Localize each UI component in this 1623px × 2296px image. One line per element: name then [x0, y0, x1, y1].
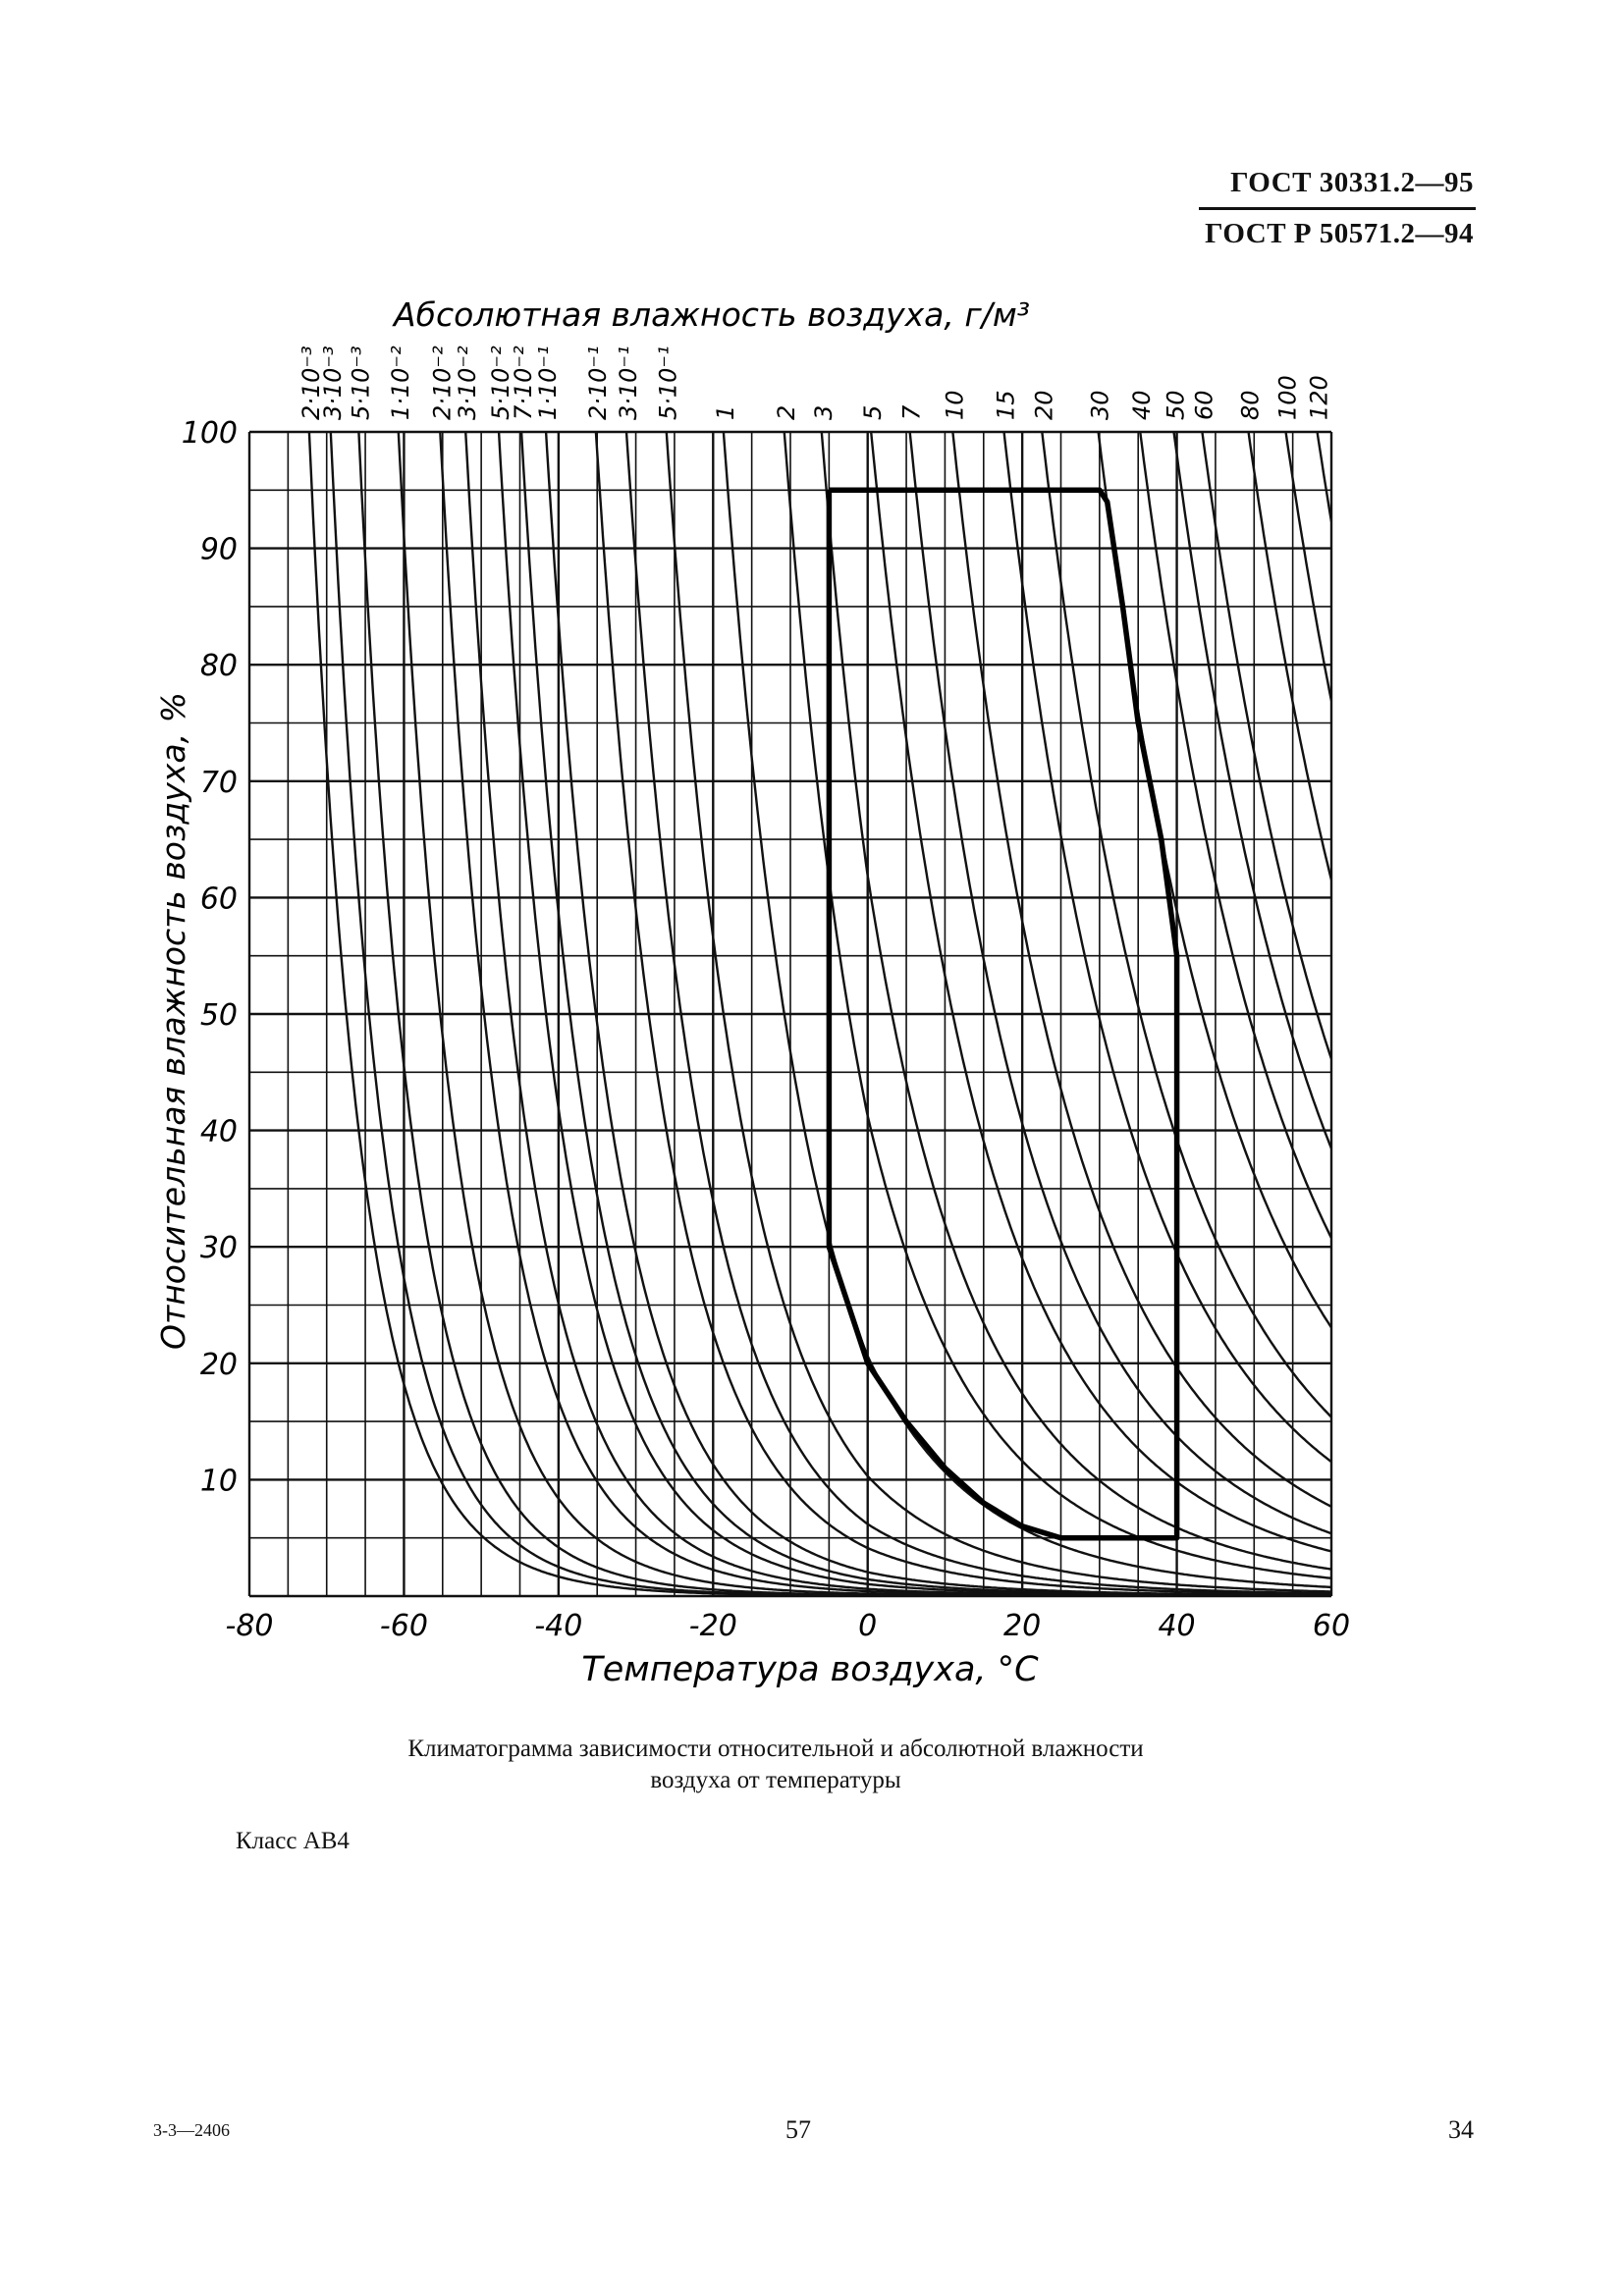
x-tick-label: 20: [1003, 1609, 1041, 1643]
humidity-curve: [951, 432, 1331, 1508]
y-tick-label: 30: [200, 1231, 238, 1265]
class-boundary-line: [826, 487, 1180, 1541]
header-rule: [1199, 207, 1476, 210]
y-tick-label: 50: [200, 998, 238, 1033]
absolute-humidity-label: 50: [1163, 390, 1190, 420]
humidity-curve: [1284, 432, 1331, 702]
caption-line-1: Климатограмма зависимости относительной …: [407, 1735, 1144, 1762]
absolute-humidity-label: 3·10⁻²: [454, 346, 481, 420]
humidity-curve: [594, 432, 1331, 1596]
absolute-humidity-label: 1·10⁻²: [387, 346, 414, 420]
humidity-curve: [722, 432, 1331, 1589]
chart-title: Абсолютная влажность воздуха, г/м³: [392, 295, 1030, 334]
absolute-humidity-label: 2: [773, 405, 800, 420]
humidity-curve: [908, 432, 1331, 1535]
gost-number-1: ГОСТ 30331.2—95: [1230, 167, 1474, 198]
humidity-curve: [820, 432, 1331, 1571]
absolute-humidity-label: 100: [1274, 375, 1302, 420]
absolute-humidity-label: 3·10⁻³: [319, 346, 347, 420]
humidity-curves: [307, 432, 1331, 1596]
y-tick-label: 70: [200, 766, 238, 800]
absolute-humidity-label: 3·10⁻¹: [615, 346, 642, 420]
y-tick-label: 90: [200, 533, 238, 567]
humidity-curve: [1002, 432, 1331, 1464]
footer-right-number: 34: [1448, 2115, 1474, 2144]
humidity-curve: [1041, 432, 1331, 1418]
axis-ticks: -80 -60 -40 -20 0 20 40 60 10 20 30 40 50 60 70 80 90 100: [182, 416, 1350, 1643]
absolute-humidity-label: 2·10⁻²: [428, 346, 456, 420]
x-tick-label: -80: [226, 1609, 274, 1643]
absolute-humidity-label: 5: [859, 405, 887, 420]
class-boundary: [826, 487, 1180, 1541]
absolute-humidity-label: 5·10⁻³: [347, 346, 374, 420]
humidity-curve: [1247, 432, 1331, 881]
y-tick-label: 10: [200, 1464, 238, 1498]
humidity-curve: [869, 432, 1331, 1553]
humidity-curve: [783, 432, 1331, 1579]
humidity-curve: [1139, 432, 1331, 1239]
humidity-curve: [1172, 432, 1331, 1149]
figure-caption: Климатограмма зависимости относительной …: [334, 1734, 1217, 1796]
chart-grid: [247, 430, 1333, 1598]
y-tick-label: 20: [200, 1348, 238, 1382]
absolute-humidity-label: 20: [1030, 390, 1057, 420]
absolute-humidity-labels: 2·10⁻³3·10⁻³ 5·10⁻³ 1·10⁻² 2·10⁻²3·10⁻² 5·10…: [298, 346, 1333, 420]
humidity-curve: [1316, 432, 1331, 522]
absolute-humidity-label: 15: [993, 390, 1020, 420]
humidity-curve: [1201, 432, 1331, 1060]
absolute-humidity-label: 2·10⁻³: [298, 346, 325, 420]
x-axis-label: Температура воздуха, °С: [581, 1650, 1039, 1689]
humidity-curve: [624, 432, 1331, 1595]
humidity-curve: [519, 432, 1331, 1596]
absolute-humidity-label: 120: [1306, 375, 1333, 420]
x-tick-label: 60: [1313, 1609, 1350, 1643]
absolute-humidity-label: 3: [810, 405, 838, 420]
climatogram-chart: -80 -60 -40 -20 0 20 40 60102030405060708090100…: [154, 295, 1350, 1689]
y-tick-label: 100: [182, 416, 238, 451]
caption-line-2: воздуха от температуры: [650, 1767, 901, 1793]
gost-number-2: ГОСТ Р 50571.2—94: [1205, 218, 1474, 249]
x-tick-label: 40: [1158, 1609, 1195, 1643]
absolute-humidity-label: 60: [1190, 390, 1217, 420]
absolute-humidity-label: 1: [712, 405, 739, 420]
absolute-humidity-label: 7·10⁻²: [510, 346, 537, 420]
footer-page-number: 57: [785, 2115, 811, 2144]
footer-left-code: 3-3—2406: [153, 2120, 230, 2140]
x-tick-label: 0: [858, 1609, 877, 1643]
absolute-humidity-label: 30: [1087, 390, 1114, 420]
humidity-curve: [544, 432, 1331, 1596]
absolute-humidity-label: 2·10⁻¹: [584, 346, 612, 420]
x-tick-label: -60: [380, 1609, 428, 1643]
humidity-curve: [665, 432, 1331, 1593]
absolute-humidity-label: 40: [1128, 390, 1156, 420]
x-tick-label: -20: [689, 1609, 737, 1643]
y-tick-label: 40: [200, 1115, 238, 1149]
y-tick-label: 80: [200, 649, 238, 683]
absolute-humidity-label: 10: [941, 390, 968, 420]
absolute-humidity-label: 5·10⁻¹: [655, 346, 682, 420]
y-tick-label: 60: [200, 881, 238, 916]
absolute-humidity-label: 1·10⁻¹: [534, 346, 562, 420]
absolute-humidity-label: 5·10⁻²: [487, 346, 514, 420]
x-tick-label: -40: [534, 1609, 582, 1643]
y-axis-label: Относительная влажность воздуха, %: [154, 692, 192, 1350]
class-label: Класс АВ4: [236, 1828, 350, 1854]
absolute-humidity-label: 80: [1237, 390, 1265, 420]
absolute-humidity-label: 7: [898, 404, 926, 420]
